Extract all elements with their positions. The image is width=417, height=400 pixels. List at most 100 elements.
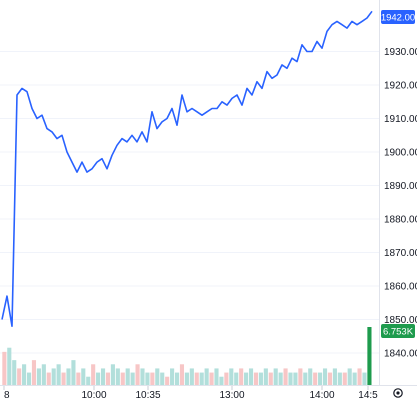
volume-bar (96, 372, 101, 385)
volume-bar (342, 372, 347, 385)
price-tick-label: 1850.00 (384, 315, 417, 326)
volume-bar (327, 372, 333, 385)
volume-bar (61, 372, 66, 385)
last-price-text: 1942.00 (381, 13, 415, 24)
volume-bar (234, 372, 239, 385)
volume-bar (219, 376, 224, 385)
price-tick-label: 1890.00 (384, 181, 417, 192)
price-tick-label: 1880.00 (384, 215, 417, 226)
price-tick-label: 1860.00 (384, 282, 417, 293)
volume-bar (140, 368, 145, 385)
volume-bar (322, 368, 328, 385)
price-tick-label: 1870.00 (384, 248, 417, 259)
volume-bar (258, 372, 263, 385)
volume-bar (7, 347, 12, 385)
volume-bar (81, 368, 86, 385)
volume-bar (273, 368, 278, 385)
price-line (1, 10, 373, 327)
time-tick-label: 8 (4, 390, 10, 400)
volume-bar (91, 364, 96, 385)
gear-icon[interactable] (393, 388, 403, 398)
price-tick-label: 1930.00 (384, 47, 417, 58)
price-tick-label: 1840.00 (384, 349, 417, 360)
volume-bar (100, 368, 106, 385)
volume-bar (71, 360, 76, 385)
volume-bar (22, 364, 27, 385)
volume-bar (308, 368, 313, 385)
volume-bar (263, 368, 268, 385)
volume-bar (170, 368, 175, 385)
volume-bar (165, 376, 170, 385)
volume-bar (268, 372, 273, 385)
volume-bar (125, 368, 130, 385)
axis-layer (0, 0, 417, 386)
price-tick-layer: 1930.00 1920.00 1910.00 1900.00 1890.00 1880.… (384, 47, 417, 360)
volume-bar (135, 364, 140, 385)
volume-bar (209, 372, 214, 385)
gear-icon-hub (396, 391, 400, 395)
volume-bar (184, 372, 189, 385)
volume-bar (17, 368, 22, 385)
volume-bar (352, 372, 357, 385)
volume-bar (288, 372, 293, 385)
volume-bar (303, 372, 308, 385)
volume-bar (362, 372, 367, 385)
volume-bar (239, 368, 244, 385)
last-price-label-bg (381, 10, 415, 24)
volume-bar (145, 372, 150, 385)
volume-bar (130, 372, 135, 385)
time-tick-label: 10:35 (135, 390, 160, 400)
volume-bar (150, 372, 155, 385)
volume-bar (318, 372, 323, 385)
time-tick-label: 13:00 (219, 390, 244, 400)
last-volume-text: 6.753K (383, 327, 414, 338)
volume-bar (31, 360, 37, 385)
volume-bar (120, 372, 125, 385)
volume-bar (174, 372, 180, 385)
volume-bar (26, 372, 32, 385)
line-layer (1, 10, 373, 327)
volume-bar (313, 372, 318, 385)
volume-bar (46, 372, 51, 385)
volume-bar (155, 368, 160, 385)
volume-bar (347, 368, 352, 385)
volume-layer (2, 327, 372, 385)
volume-bar (224, 372, 229, 385)
volume-bar (298, 368, 303, 385)
volume-bar (293, 372, 298, 385)
time-tick-label: 14:5 (358, 390, 378, 400)
volume-bar (12, 360, 17, 385)
last-volume-label: 6.753K (381, 324, 415, 338)
volume-bar (179, 364, 185, 385)
volume-bar (160, 372, 165, 385)
volume-bar (105, 372, 111, 385)
time-tick-label: 14:00 (309, 390, 334, 400)
volume-bar (189, 368, 194, 385)
volume-bar (66, 368, 71, 385)
volume-bar (110, 364, 115, 385)
volume-bar (253, 372, 259, 385)
volume-bar (56, 364, 61, 385)
volume-bar (36, 368, 41, 385)
volume-bar (283, 368, 288, 385)
time-tick-layer: 8 10:00 10:35 13:00 14:00 14:5 (3, 386, 378, 400)
volume-bar (248, 368, 254, 385)
volume-bar (244, 372, 249, 385)
time-tick-label: 10:00 (81, 390, 106, 400)
volume-bar (51, 368, 56, 385)
volume-bar (357, 368, 362, 385)
grid-layer (0, 51, 379, 354)
last-price-label: 1942.00 (381, 10, 415, 24)
volume-bar (76, 372, 81, 385)
volume-bar (337, 372, 342, 385)
volume-bar (86, 376, 91, 385)
volume-bar (214, 368, 219, 385)
volume-bar (367, 327, 372, 385)
last-volume-label-bg (381, 324, 415, 338)
volume-bar (115, 368, 120, 385)
volume-bar (199, 372, 204, 385)
volume-bar (229, 368, 234, 385)
volume-bar (194, 372, 199, 385)
gear-icon-ring (393, 388, 403, 398)
